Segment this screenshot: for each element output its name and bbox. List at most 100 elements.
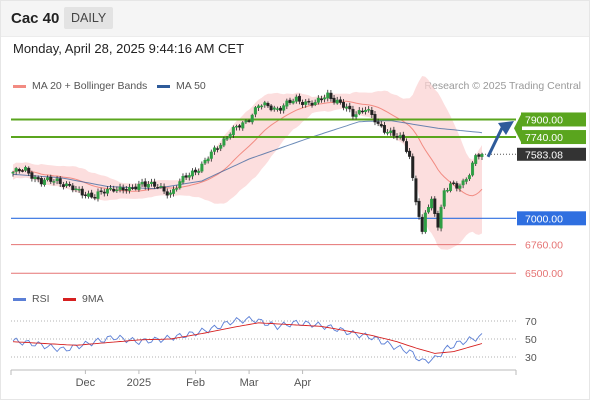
- candle: [109, 185, 113, 191]
- candle: [279, 105, 283, 114]
- candle: [275, 106, 279, 112]
- candle: [14, 166, 18, 175]
- resistance-tag-pointer: [514, 112, 522, 145]
- candle: [175, 185, 179, 192]
- candle: [398, 132, 402, 140]
- candle: [83, 191, 87, 199]
- legend-item-ma20: MA 20 + Bollinger Bands: [13, 80, 147, 92]
- candle: [326, 89, 330, 102]
- candle: [156, 184, 160, 190]
- period-selector[interactable]: DAILY: [64, 7, 114, 29]
- candle: [46, 175, 50, 182]
- candle: [181, 173, 185, 185]
- candle: [178, 178, 182, 190]
- candle: [131, 184, 135, 190]
- candle: [313, 99, 317, 107]
- candle: [480, 152, 484, 161]
- candle: [360, 107, 364, 114]
- candle: [36, 175, 40, 183]
- candle: [285, 98, 289, 110]
- candle: [197, 168, 201, 176]
- candle: [304, 99, 308, 108]
- candle: [200, 161, 204, 173]
- candle: [27, 166, 31, 176]
- candle: [24, 165, 28, 173]
- candle: [323, 94, 327, 103]
- candle: [58, 176, 62, 187]
- candle: [61, 181, 65, 190]
- candle: [351, 105, 355, 120]
- candle: [247, 119, 251, 123]
- candle: [52, 179, 56, 186]
- candle: [90, 189, 94, 199]
- candle: [42, 177, 46, 187]
- candle: [417, 198, 421, 220]
- candle: [338, 96, 342, 105]
- level-tag-7900.00: 7900.00: [521, 112, 586, 127]
- candle: [411, 153, 415, 181]
- candle: [439, 204, 443, 232]
- candle: [105, 186, 109, 197]
- candle: [471, 161, 475, 177]
- candle: [294, 94, 298, 104]
- candle: [190, 168, 194, 180]
- candle: [420, 214, 424, 235]
- candle: [172, 186, 176, 197]
- candle: [234, 124, 238, 131]
- candle: [316, 95, 320, 105]
- candle: [282, 103, 286, 114]
- ma50-swatch: [157, 84, 170, 88]
- level-tag-7000.00: 7000.00: [517, 211, 586, 226]
- candle: [392, 126, 396, 139]
- candle: [241, 121, 245, 131]
- trend-arrow-shaft: [486, 127, 504, 158]
- candle: [55, 176, 59, 185]
- candle: [33, 175, 37, 183]
- bollinger-band: [13, 76, 482, 250]
- candle: [77, 186, 81, 193]
- candle: [370, 106, 374, 119]
- candle: [458, 183, 462, 192]
- candle: [263, 100, 267, 108]
- candle: [291, 98, 295, 105]
- candle: [127, 183, 131, 194]
- candle: [288, 97, 292, 105]
- candle: [222, 136, 226, 148]
- candle: [452, 180, 456, 186]
- candle: [260, 104, 264, 110]
- candle: [165, 188, 169, 199]
- candle: [253, 106, 257, 118]
- candle: [436, 210, 440, 231]
- level-label: 6500.00: [525, 268, 563, 280]
- ma9-swatch: [63, 297, 76, 301]
- candle: [11, 170, 15, 177]
- candle: [93, 194, 97, 201]
- candle: [345, 103, 349, 112]
- legend-item-9ma: 9MA: [63, 293, 104, 305]
- candle: [124, 186, 128, 194]
- candle: [442, 188, 446, 210]
- candle: [219, 143, 223, 152]
- candle: [74, 185, 78, 193]
- candle: [137, 180, 141, 192]
- candle: [225, 136, 229, 141]
- date-time-label: Monday, April 28, 2025 9:44:16 AM CET: [13, 41, 245, 56]
- candle: [354, 111, 358, 120]
- candle: [310, 100, 314, 108]
- candle: [228, 132, 232, 140]
- candle: [206, 156, 210, 164]
- candle: [134, 183, 138, 191]
- candle: [464, 177, 468, 185]
- candle: [357, 107, 361, 116]
- rsi-tick-label: 50: [525, 334, 537, 346]
- ma20-line: [12, 100, 483, 197]
- candle: [297, 93, 301, 105]
- ma20-legend-label: MA 20 + Bollinger Bands: [32, 80, 148, 92]
- rsi-legend-label: RSI: [32, 293, 50, 305]
- candle: [449, 181, 453, 193]
- rsi-ma-line: [12, 322, 483, 354]
- level-tag-7740.00: 7740.00: [521, 130, 586, 145]
- instrument-title: Cac 40: [11, 10, 60, 27]
- candle: [250, 113, 254, 125]
- chart-header: Cac 40 DAILY: [0, 0, 590, 37]
